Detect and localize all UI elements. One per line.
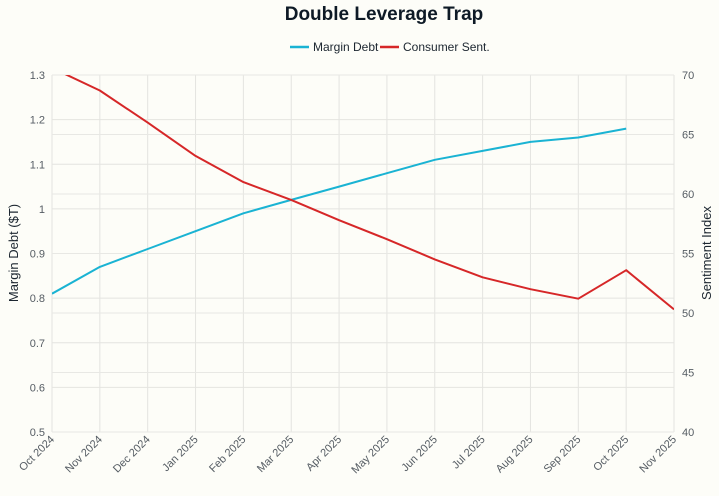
y2-tick-label: 65 — [682, 130, 694, 142]
y2-axis-label: Sentiment Index — [699, 206, 714, 300]
y-tick-label: 0.8 — [30, 293, 45, 305]
y-tick-label: 0.7 — [30, 338, 45, 350]
x-tick-label: Feb 2025 — [207, 434, 248, 475]
chart-title: Double Leverage Trap — [285, 4, 484, 25]
x-tick-label: Jul 2025 — [450, 434, 488, 472]
x-tick-label: Jan 2025 — [160, 434, 200, 474]
y2-tick-label: 55 — [682, 249, 694, 261]
y2-tick-label: 45 — [682, 368, 694, 380]
y2-tick-label: 50 — [682, 308, 694, 320]
y2-tick-label: 70 — [682, 70, 694, 82]
x-tick-label: Nov 2025 — [637, 434, 679, 476]
series-line-margin-debt — [52, 127, 627, 295]
legend-label-consumer-sent: Consumer Sent. — [403, 40, 490, 54]
y-tick-label: 1.1 — [30, 159, 45, 171]
y-axis-label: Margin Debt ($T) — [6, 204, 21, 302]
y-tick-label: 1.2 — [30, 115, 45, 127]
x-tick-label: Jun 2025 — [399, 434, 439, 474]
x-tick-label: Sep 2025 — [542, 434, 584, 476]
legend-label-margin-debt: Margin Debt — [313, 40, 379, 54]
y-tick-label: 1 — [39, 204, 45, 216]
x-tick-label: Nov 2024 — [63, 434, 105, 476]
y-tick-label: 0.5 — [30, 427, 45, 439]
y2-tick-label: 40 — [682, 427, 694, 439]
x-tick-label: Aug 2025 — [494, 434, 536, 476]
series-line-consumer-sent — [64, 75, 674, 311]
x-tick-label: Apr 2025 — [304, 434, 344, 474]
x-tick-label: Mar 2025 — [255, 434, 296, 475]
x-tick-label: Oct 2024 — [17, 434, 57, 474]
y-tick-label: 1.3 — [30, 70, 45, 82]
x-tick-label: May 2025 — [349, 434, 392, 477]
x-tick-label: Dec 2024 — [111, 434, 153, 476]
y2-tick-label: 60 — [682, 189, 694, 201]
legend: Margin Debt Consumer Sent. — [290, 40, 490, 54]
x-tick-label: Oct 2025 — [591, 434, 631, 474]
y-tick-label: 0.6 — [30, 382, 45, 394]
y-tick-label: 0.9 — [30, 249, 45, 261]
